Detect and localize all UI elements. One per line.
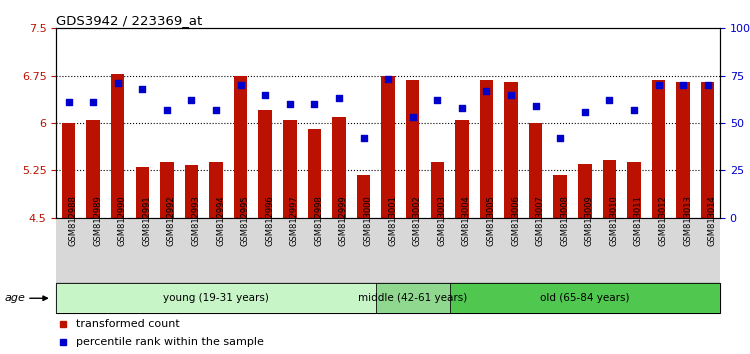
Text: GSM813006: GSM813006 [511,195,520,246]
Text: GSM812993: GSM812993 [191,196,200,246]
Text: GSM813009: GSM813009 [585,196,594,246]
Point [603,97,615,103]
Point [677,82,689,88]
Text: GSM812998: GSM812998 [314,196,323,246]
Text: GSM812991: GSM812991 [142,196,152,246]
Bar [86,120,100,218]
Point [260,92,272,97]
Text: GSM812996: GSM812996 [266,196,274,246]
Text: GSM812992: GSM812992 [166,196,176,246]
Text: GSM813000: GSM813000 [364,196,373,246]
Bar [184,165,198,218]
Point [333,96,345,101]
Point [628,107,640,113]
Point [431,97,443,103]
Text: GSM812995: GSM812995 [241,196,250,246]
Point [87,99,99,105]
Point [235,82,247,88]
Text: GSM812990: GSM812990 [118,196,127,246]
Point [210,107,222,113]
Bar [406,80,419,218]
Text: GSM813003: GSM813003 [437,195,446,246]
Text: GSM813001: GSM813001 [388,196,398,246]
Bar [480,80,494,218]
Bar [652,80,665,218]
Bar [136,167,149,218]
Point [112,80,124,86]
Point [62,99,74,105]
Text: GSM813007: GSM813007 [536,195,544,246]
Bar [529,123,542,218]
Bar [357,175,370,218]
Text: percentile rank within the sample: percentile rank within the sample [76,337,264,347]
Bar [56,283,376,313]
Bar [283,120,296,218]
Text: GSM813002: GSM813002 [413,196,422,246]
Bar [160,162,174,218]
Text: GSM812988: GSM812988 [68,195,77,246]
Text: young (19-31 years): young (19-31 years) [163,293,269,303]
Point [702,82,714,88]
Bar [430,162,444,218]
Bar [578,164,592,218]
Bar [554,175,567,218]
Text: GSM813008: GSM813008 [560,195,569,246]
Text: GSM812997: GSM812997 [290,196,298,246]
Point [406,114,418,120]
Bar [259,110,272,218]
Text: GSM812999: GSM812999 [339,196,348,246]
Point [481,88,493,94]
Point [358,135,370,141]
Text: GSM813004: GSM813004 [462,196,471,246]
Text: GDS3942 / 223369_at: GDS3942 / 223369_at [56,14,202,27]
Bar [62,123,75,218]
Bar [209,162,223,218]
Point [579,109,591,114]
Text: GSM813013: GSM813013 [683,195,692,246]
Point [554,135,566,141]
Bar [234,76,248,218]
Point [505,92,517,97]
Bar [602,160,616,218]
Bar [332,117,346,218]
Bar [376,283,449,313]
Text: old (65-84 years): old (65-84 years) [540,293,629,303]
Point [160,107,172,113]
Point [530,103,542,109]
Bar [449,283,720,313]
Text: middle (42-61 years): middle (42-61 years) [358,293,467,303]
Point [136,86,148,92]
Point [308,101,320,107]
Text: age: age [4,293,26,303]
Bar [701,82,715,218]
Point [284,101,296,107]
Bar [676,82,690,218]
Bar [627,162,640,218]
Point [382,76,394,82]
Text: GSM813014: GSM813014 [708,196,717,246]
Text: transformed count: transformed count [76,319,180,329]
Point [652,82,664,88]
Text: GSM813010: GSM813010 [609,196,618,246]
Bar [381,76,395,218]
Bar [111,74,125,218]
Text: GSM813005: GSM813005 [487,196,496,246]
Point [185,97,197,103]
Bar [504,82,518,218]
Text: GSM813012: GSM813012 [658,196,668,246]
Text: GSM813011: GSM813011 [634,196,643,246]
Point [456,105,468,111]
Bar [455,120,469,218]
Text: GSM812989: GSM812989 [93,196,102,246]
Bar [308,129,321,218]
Text: GSM812994: GSM812994 [216,196,225,246]
